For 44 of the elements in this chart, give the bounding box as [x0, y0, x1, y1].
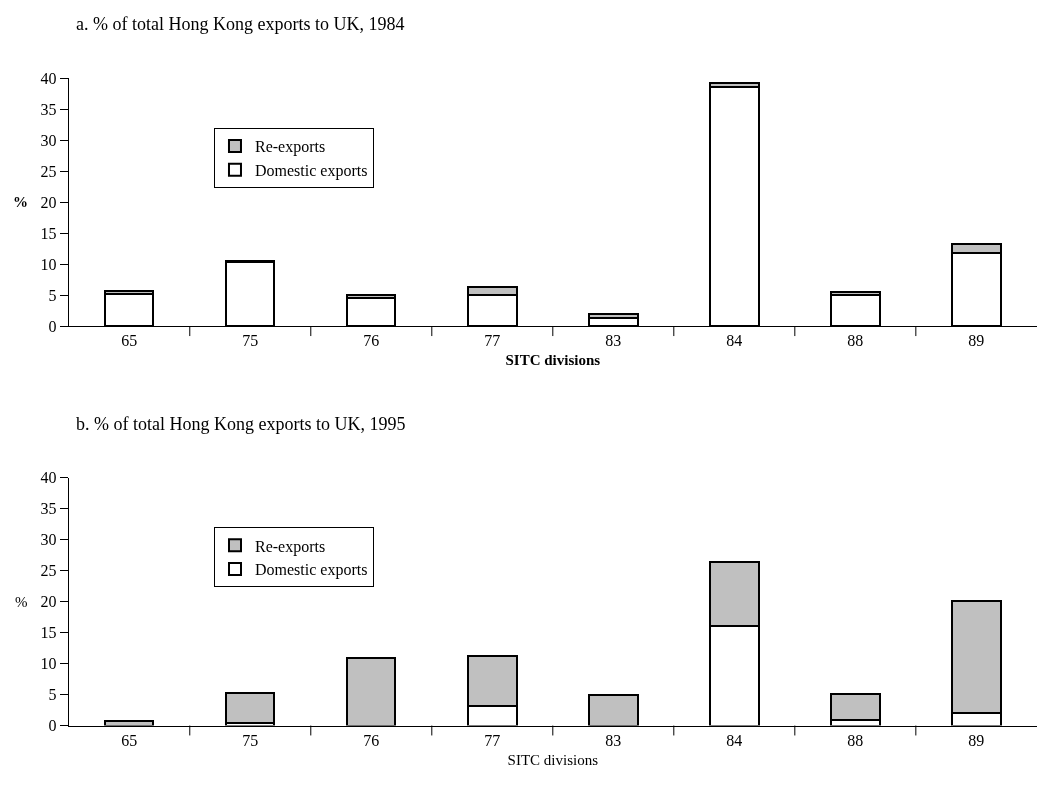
y-tick-label: 25	[40, 562, 57, 580]
y-tick-label: 20	[40, 193, 57, 211]
y-tick-label: 25	[40, 162, 57, 180]
x-axis-title: SITC divisions	[507, 751, 599, 768]
x-tick-label: 65	[121, 731, 138, 749]
y-tick-label: 0	[48, 317, 57, 335]
y-tick-label: 35	[40, 101, 57, 119]
x-tick-label: 88	[847, 332, 864, 350]
y-tick-label: 30	[40, 531, 57, 549]
x-tick-label: 89	[968, 332, 985, 350]
y-tick-label: 10	[40, 255, 57, 273]
x-tick-label: 75	[242, 332, 259, 350]
y-tick-label: 10	[40, 655, 57, 673]
y-tick-label: 40	[40, 70, 57, 88]
x-tick-label: 83	[605, 332, 622, 350]
x-tick-label: 89	[968, 731, 985, 749]
chart-title: a. % of total Hong Kong exports to UK, 1984	[76, 14, 405, 34]
y-tick-label: 5	[48, 686, 57, 704]
chart-title: b. % of total Hong Kong exports to UK, 1995	[76, 414, 406, 434]
x-tick-label: 84	[726, 332, 743, 350]
legend-label: Re-exports	[254, 537, 326, 556]
x-tick-label: 76	[363, 731, 380, 749]
legend-label: Domestic exports	[254, 161, 368, 180]
y-tick-label: 35	[40, 500, 57, 518]
y-tick-label: 30	[40, 132, 57, 149]
y-axis-title: %	[15, 594, 28, 610]
y-tick-label: 20	[40, 593, 57, 611]
x-tick-label: 77	[484, 731, 501, 749]
y-tick-label: 15	[40, 224, 57, 242]
x-tick-label: 65	[121, 332, 138, 350]
y-tick-label: 0	[48, 717, 57, 735]
x-axis-title: SITC divisions	[505, 352, 601, 369]
legend-label: Domestic exports	[254, 561, 368, 580]
y-tick-label: 15	[40, 624, 57, 642]
x-tick-label: 75	[242, 731, 259, 749]
x-tick-label: 76	[363, 332, 380, 350]
legend-label: Re-exports	[254, 138, 326, 157]
x-tick-label: 84	[726, 731, 743, 749]
x-tick-label: 83	[605, 731, 622, 749]
x-tick-label: 88	[847, 731, 864, 749]
x-tick-label: 77	[484, 332, 501, 350]
y-tick-label: 5	[48, 286, 57, 304]
y-tick-label: 40	[40, 469, 57, 487]
y-axis-title: %	[13, 194, 28, 210]
